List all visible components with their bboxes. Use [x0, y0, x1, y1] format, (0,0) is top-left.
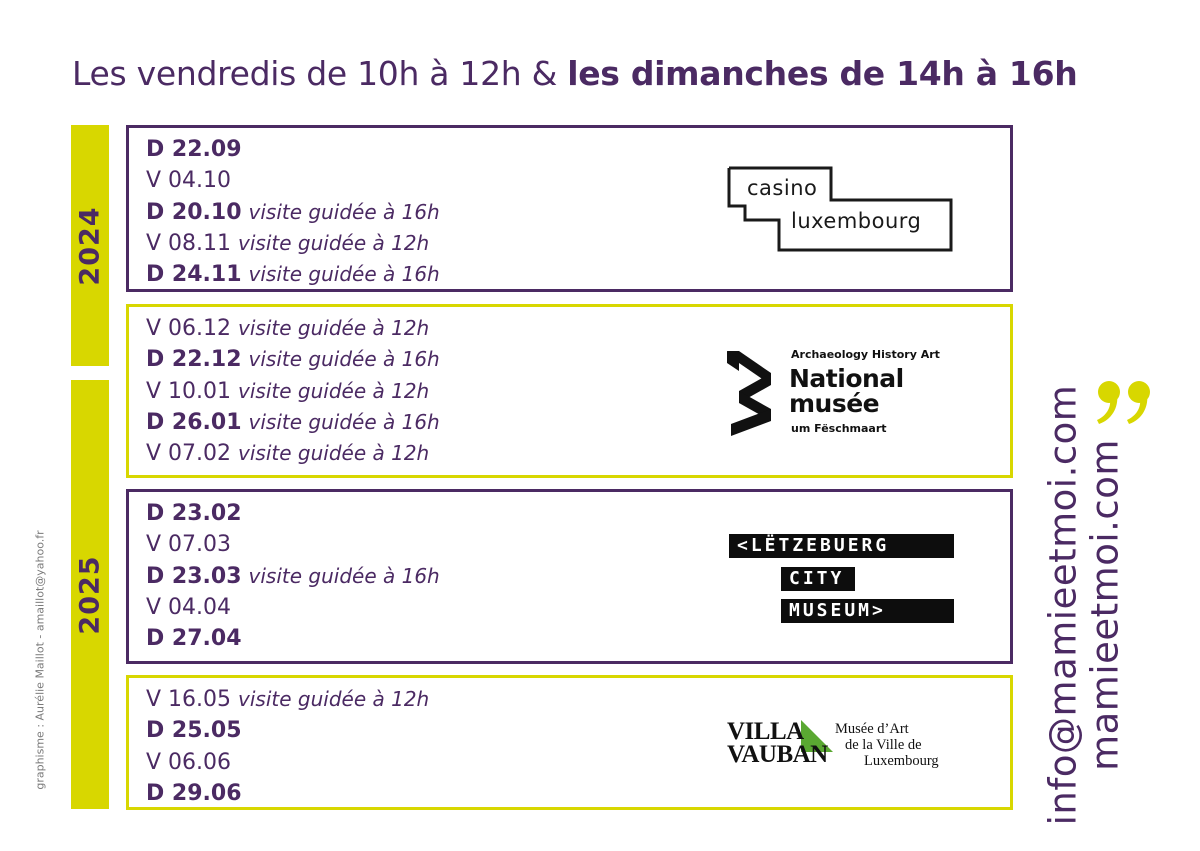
date-day: V 07.03 [146, 532, 232, 558]
design-credit: graphisme : Aurélie Maillot - amaillot@y… [30, 505, 50, 815]
guided-visit-note: visite guidée à 12h [238, 441, 430, 466]
quote-mark-icon [1097, 381, 1150, 424]
date-day: V 06.12 [146, 316, 232, 341]
date-day: D 20.10 [146, 199, 242, 225]
date-entry: V 06.06 [146, 747, 429, 778]
guided-visit-note: visite guidée à 16h [248, 409, 440, 434]
date-day: V 06.06 [146, 749, 232, 775]
date-day: D 22.12 [146, 347, 242, 373]
date-entry: V 06.12 visite guidée à 12h [146, 313, 440, 344]
national-musee-word-2: musée [789, 389, 880, 418]
date-day: D 23.02 [146, 501, 242, 526]
date-entry: D 27.04 [146, 623, 440, 654]
national-musee-subline: um Fëschmaart [791, 422, 887, 435]
date-day: V 08.11 [146, 230, 232, 256]
date-list: V 16.05 visite guidée à 12h D 25.05 V 06.0… [146, 684, 429, 809]
date-entry: D 23.02 [146, 498, 440, 529]
villa-vauban-sub-1: Musée d’Art [835, 721, 909, 737]
city-museum-row-2: CITY [781, 567, 855, 591]
date-day: V 04.04 [146, 594, 232, 620]
date-entry: V 07.02 visite guidée à 12h [146, 438, 440, 469]
date-day: D 24.11 [146, 262, 242, 288]
schedule-block-national-musee: V 06.12 visite guidée à 12h D 22.12 visit… [126, 304, 1013, 478]
year-bar-2024: 2024 [71, 125, 109, 366]
guided-visit-note: visite guidée à 16h [248, 563, 440, 588]
date-day: D 26.01 [146, 409, 242, 435]
design-credit-text: graphisme : Aurélie Maillot - amaillot@y… [33, 530, 47, 790]
contact-website-text[interactable]: mamieetmoi.com [1083, 439, 1127, 771]
date-day: V 10.01 [146, 378, 232, 404]
guided-visit-note: visite guidée à 12h [238, 230, 430, 255]
date-entry: D 22.09 [146, 134, 440, 165]
villa-vauban-logo: VILLA VAUBAN Musée d’Art de la Ville de … [727, 718, 957, 778]
city-museum-row-1: <LËTZEBUERG [729, 534, 954, 558]
date-entry: V 16.05 visite guidée à 12h [146, 684, 429, 715]
headline-sundays: les dimanches de 14h à 16h [567, 54, 1078, 93]
date-entry: V 04.10 [146, 165, 440, 196]
casino-logo-word-1: casino [747, 176, 818, 200]
schedule-block-villa-vauban: V 16.05 visite guidée à 12h D 25.05 V 06.0… [126, 675, 1013, 810]
date-entry: D 20.10 visite guidée à 16h [146, 197, 440, 228]
guided-visit-note: visite guidée à 12h [238, 316, 430, 340]
year-label-2025: 2025 [74, 554, 106, 635]
date-entry: V 04.04 [146, 592, 440, 623]
villa-vauban-sub-3: Luxembourg [864, 753, 939, 769]
date-day: D 29.06 [146, 780, 242, 806]
date-day: V 16.05 [146, 687, 232, 712]
date-entry: D 25.05 [146, 715, 429, 746]
date-entry: D 24.11 visite guidée à 16h [146, 259, 440, 290]
date-day: D 25.05 [146, 718, 242, 744]
national-musee-word-1: National [789, 364, 904, 393]
guided-visit-note: visite guidée à 16h [248, 262, 440, 287]
date-list: D 23.02 V 07.03 D 23.03 visite guidée à 16… [146, 498, 440, 654]
villa-vauban-sub-2: de la Ville de [845, 737, 922, 753]
date-entry: V 08.11 visite guidée à 12h [146, 228, 440, 259]
guided-visit-note: visite guidée à 16h [248, 199, 440, 224]
national-musee-logo: Archaeology History Art National musée u… [727, 345, 940, 440]
villa-vauban-triangle-icon [801, 720, 833, 752]
date-entry: D 26.01 visite guidée à 16h [146, 407, 440, 438]
year-bar-2025: 2025 [71, 380, 109, 809]
contact-website[interactable]: mamieetmoi.com [1083, 395, 1127, 815]
contact-email-text[interactable]: info@mamieetmoi.com [1041, 384, 1085, 826]
villa-vauban-word-2: VAUBAN [727, 741, 828, 768]
date-day: V 04.10 [146, 168, 232, 194]
date-day: D 27.04 [146, 626, 242, 652]
national-musee-tagline: Archaeology History Art [791, 348, 940, 361]
date-day: D 22.09 [146, 137, 242, 162]
casino-logo-frame-icon [727, 166, 953, 252]
contact-email[interactable]: info@mamieetmoi.com [1042, 385, 1085, 826]
casino-luxembourg-logo: casino luxembourg [727, 166, 955, 254]
date-entry: D 29.06 [146, 778, 429, 809]
guided-visit-note: visite guidée à 12h [238, 687, 430, 711]
date-entry: D 23.03 visite guidée à 16h [146, 561, 440, 592]
schedule-block-city-museum: D 23.02 V 07.03 D 23.03 visite guidée à 16… [126, 489, 1013, 664]
date-list: D 22.09 V 04.10 D 20.10 visite guidée à 16… [146, 134, 440, 290]
date-entry: V 07.03 [146, 529, 440, 560]
date-day: V 07.02 [146, 441, 232, 467]
headline: Les vendredis de 10h à 12h & les dimanch… [72, 52, 1162, 96]
date-entry: D 22.12 visite guidée à 16h [146, 344, 440, 375]
casino-logo-word-2: luxembourg [791, 209, 922, 233]
year-label-2024: 2024 [74, 205, 106, 286]
city-museum-row-3: MUSEUM> [781, 599, 954, 623]
date-day: D 23.03 [146, 563, 242, 589]
city-museum-logo: <LËTZEBUERG CITY MUSEUM> [729, 534, 954, 624]
date-entry: V 10.01 visite guidée à 12h [146, 376, 440, 407]
guided-visit-note: visite guidée à 16h [248, 347, 440, 372]
schedule-block-casino: D 22.09 V 04.10 D 20.10 visite guidée à 16… [126, 125, 1013, 292]
date-list: V 06.12 visite guidée à 12h D 22.12 visit… [146, 313, 440, 469]
national-musee-mark-icon [727, 351, 771, 436]
villa-vauban-word-1: VILLA [727, 718, 804, 745]
headline-fridays: Les vendredis de 10h à 12h & [72, 54, 568, 93]
guided-visit-note: visite guidée à 12h [238, 378, 430, 403]
